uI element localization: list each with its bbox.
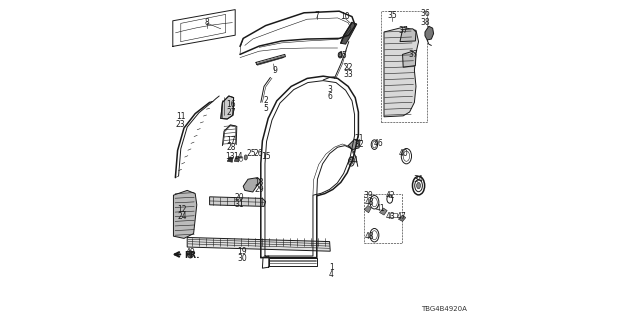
- Text: 46: 46: [373, 139, 383, 148]
- Text: 23: 23: [176, 120, 186, 129]
- Text: 19: 19: [237, 247, 247, 256]
- Ellipse shape: [338, 52, 342, 58]
- Text: 32: 32: [355, 140, 365, 149]
- Text: 45: 45: [338, 51, 348, 60]
- Text: FR.: FR.: [184, 251, 200, 260]
- Text: 40: 40: [398, 149, 408, 158]
- Text: 8: 8: [205, 18, 210, 27]
- Text: 17: 17: [226, 136, 236, 145]
- Polygon shape: [187, 237, 330, 251]
- Polygon shape: [340, 22, 357, 44]
- Polygon shape: [348, 139, 360, 150]
- Polygon shape: [221, 96, 234, 119]
- Text: 42: 42: [385, 191, 396, 200]
- Text: 15: 15: [260, 152, 271, 161]
- Text: 12: 12: [178, 205, 187, 214]
- Text: 20: 20: [234, 193, 244, 202]
- Polygon shape: [384, 27, 419, 117]
- Text: 26: 26: [253, 149, 264, 158]
- Text: 28: 28: [227, 143, 236, 152]
- Text: 2: 2: [263, 96, 268, 105]
- Polygon shape: [234, 156, 239, 162]
- Text: 36: 36: [420, 9, 431, 18]
- Text: 44: 44: [349, 156, 359, 165]
- Ellipse shape: [188, 251, 193, 258]
- Text: 47: 47: [397, 212, 406, 221]
- Text: 22: 22: [344, 63, 353, 72]
- Polygon shape: [210, 197, 266, 206]
- Text: 16: 16: [226, 100, 236, 109]
- Text: 29: 29: [254, 185, 264, 194]
- Text: 25: 25: [246, 149, 256, 158]
- Text: 31: 31: [234, 200, 244, 209]
- Text: 30: 30: [237, 254, 247, 263]
- Text: 11: 11: [176, 112, 186, 121]
- Text: 35: 35: [387, 11, 397, 20]
- Polygon shape: [380, 208, 387, 215]
- Text: TBG4B4920A: TBG4B4920A: [421, 306, 467, 312]
- Ellipse shape: [189, 252, 192, 257]
- Text: 4: 4: [329, 270, 334, 279]
- Polygon shape: [400, 29, 416, 42]
- Text: 27: 27: [226, 108, 236, 116]
- Text: 3: 3: [327, 85, 332, 94]
- Text: 13: 13: [225, 152, 236, 161]
- Text: 34: 34: [413, 175, 424, 184]
- Polygon shape: [364, 205, 371, 213]
- Polygon shape: [227, 157, 233, 162]
- Text: 6: 6: [327, 92, 332, 101]
- Text: 37: 37: [398, 26, 408, 35]
- Text: 37: 37: [408, 50, 418, 59]
- Text: 1: 1: [329, 263, 334, 272]
- Polygon shape: [173, 190, 197, 238]
- Ellipse shape: [244, 155, 248, 160]
- Polygon shape: [425, 26, 434, 40]
- Text: 21: 21: [355, 134, 364, 143]
- Text: 9: 9: [272, 66, 277, 75]
- Text: 41: 41: [376, 204, 386, 213]
- Text: 48: 48: [364, 232, 374, 241]
- Text: 49: 49: [186, 248, 195, 257]
- Polygon shape: [398, 215, 406, 221]
- Text: 48: 48: [364, 198, 374, 207]
- Text: 39: 39: [363, 191, 373, 200]
- Text: 5: 5: [263, 104, 268, 113]
- Text: 38: 38: [420, 18, 431, 27]
- Polygon shape: [403, 51, 416, 67]
- Text: 10: 10: [340, 12, 350, 21]
- Text: 18: 18: [255, 178, 264, 187]
- Text: 7: 7: [314, 11, 319, 20]
- Text: 24: 24: [177, 212, 188, 221]
- Text: 14: 14: [233, 152, 243, 161]
- Polygon shape: [243, 178, 261, 192]
- Text: 33: 33: [344, 70, 353, 79]
- Text: 43: 43: [385, 212, 396, 221]
- Ellipse shape: [417, 182, 420, 189]
